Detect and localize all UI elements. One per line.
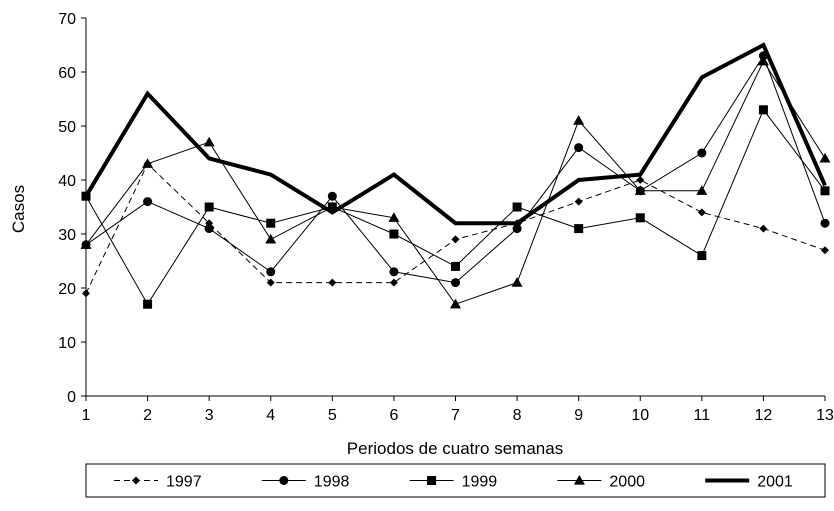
x-tick-label: 2 (143, 407, 152, 424)
series-2001 (84, 42, 827, 226)
y-tick-label: 50 (58, 119, 76, 136)
data-point-1998 (204, 224, 214, 234)
data-point-1999 (266, 218, 276, 228)
y-tick-label: 30 (58, 227, 76, 244)
legend-item-2001: 2001 (705, 474, 793, 491)
legend-item-1998: 1998 (261, 474, 350, 491)
data-point-1997 (821, 246, 829, 255)
x-tick-label: 11 (694, 407, 711, 424)
data-point-2000 (265, 233, 277, 244)
data-point-1999 (389, 229, 399, 239)
data-point-1999 (512, 202, 522, 212)
data-point-1999 (451, 261, 460, 271)
series-2000 (80, 55, 831, 309)
y-tick-label: 40 (58, 173, 76, 190)
data-point-1998 (574, 143, 584, 153)
data-point-1997 (697, 208, 706, 217)
data-point-2000 (757, 55, 769, 66)
data-point-2000 (450, 298, 461, 309)
data-point-1997 (759, 224, 768, 233)
x-tick-label: 4 (266, 407, 275, 424)
data-point-1998 (451, 278, 460, 288)
legend-label: 1998 (314, 474, 350, 491)
legend-label: 2001 (757, 474, 793, 491)
data-point-1997 (266, 278, 275, 287)
series-line-1998 (85, 54, 826, 284)
data-point-1998 (143, 197, 153, 207)
legend-item-1997: 1997 (114, 474, 202, 491)
y-tick-label: 60 (58, 65, 76, 82)
data-point-1997 (574, 197, 583, 206)
series-line-1997 (85, 162, 826, 294)
series-line-1999 (85, 108, 826, 306)
data-point-1998 (820, 218, 830, 228)
data-point-2000 (634, 185, 646, 195)
data-point-2000 (819, 152, 831, 163)
legend-label: 1999 (462, 474, 498, 491)
series-line-2001 (84, 42, 827, 226)
x-tick-label: 8 (513, 407, 522, 424)
x-tick-label: 6 (389, 407, 398, 424)
x-tick-label: 3 (205, 407, 214, 424)
x-tick-label: 5 (328, 407, 337, 424)
x-tick-label: 10 (631, 407, 649, 424)
x-tick-label: 13 (816, 407, 834, 424)
x-tick-label: 9 (574, 407, 583, 424)
data-point-1998 (327, 191, 337, 201)
data-point-1999 (820, 186, 830, 196)
x-tick-label: 7 (451, 407, 460, 424)
data-point-2000 (388, 212, 400, 222)
data-point-1998 (389, 267, 399, 277)
y-tick-label: 70 (58, 11, 76, 28)
data-point-2000 (203, 136, 215, 147)
legend-marker-1999 (427, 476, 437, 485)
legend-marker-2000 (573, 475, 585, 485)
legend-label: 2000 (609, 474, 645, 491)
legend: 1997 1998 1999 2000 2001 (85, 463, 826, 498)
legend-marker-1997 (132, 476, 140, 485)
data-point-1998 (266, 267, 276, 277)
legend-item-1999: 1999 (409, 474, 498, 491)
data-point-1999 (204, 202, 214, 212)
legend-label: 1997 (166, 474, 202, 491)
x-tick-label: 1 (82, 407, 91, 424)
y-axis-label: Casos (9, 185, 28, 233)
data-point-1999 (758, 105, 768, 115)
data-point-2000 (511, 277, 523, 287)
data-point-1998 (697, 148, 707, 158)
data-point-2000 (573, 115, 585, 125)
data-point-1999 (635, 213, 645, 223)
data-point-1998 (512, 224, 522, 234)
data-point-2000 (142, 158, 154, 168)
data-point-1997 (328, 278, 337, 287)
data-point-1997 (389, 278, 398, 287)
data-point-1999 (697, 251, 707, 261)
data-point-1999 (574, 224, 584, 234)
series-1998 (81, 51, 830, 288)
data-point-2000 (696, 185, 708, 195)
data-point-1999 (143, 299, 153, 309)
legend-item-2000: 2000 (557, 474, 645, 491)
data-point-1997 (451, 235, 460, 244)
y-tick-label: 10 (58, 335, 76, 352)
legend-box (85, 463, 826, 498)
y-tick-label: 0 (67, 389, 76, 406)
data-point-2000 (80, 239, 92, 249)
series-layer (80, 42, 831, 309)
x-tick-label: 12 (755, 407, 773, 424)
legend-marker-1998 (279, 476, 289, 485)
series-1997 (82, 159, 829, 298)
data-point-1997 (82, 289, 90, 298)
y-tick-label: 20 (58, 281, 76, 298)
x-axis-label: Periodos de cuatro semanas (347, 439, 563, 458)
data-point-1997 (636, 176, 645, 184)
